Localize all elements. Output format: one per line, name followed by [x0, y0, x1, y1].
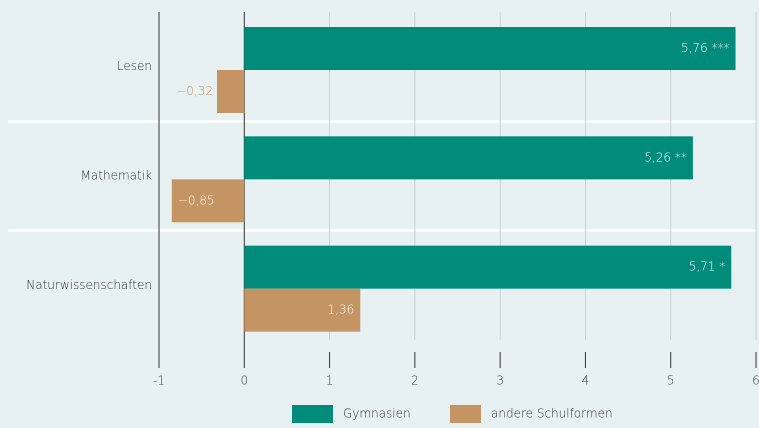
value-label: −0,85	[178, 193, 215, 207]
x-tick-label: 1	[326, 374, 334, 388]
value-label: −0,32	[176, 84, 213, 98]
value-label: 1,36	[328, 303, 355, 317]
x-tick-label: 2	[411, 374, 419, 388]
category-label: Lesen	[117, 59, 152, 73]
x-tick-label: -1	[153, 374, 165, 388]
legend-label: andere Schulformen	[491, 407, 613, 421]
bar	[244, 288, 361, 332]
x-tick-label: 6	[752, 374, 759, 388]
legend-label: Gymnasien	[343, 407, 411, 421]
x-tick-label: 4	[582, 374, 590, 388]
legend-swatch	[450, 405, 481, 423]
value-label: 5,26 **	[644, 150, 687, 164]
x-tick-label: 0	[240, 374, 248, 388]
value-label: 5,71 *	[689, 260, 726, 274]
bar	[244, 245, 732, 289]
bar	[216, 70, 245, 113]
bar	[244, 27, 736, 70]
x-tick-label: 5	[667, 374, 675, 388]
category-label: Mathematik	[81, 169, 152, 183]
x-tick-label: 3	[496, 374, 504, 388]
value-label: 5,76 ***	[681, 41, 730, 55]
category-label: Naturwissenschaften	[26, 278, 152, 292]
bar	[244, 136, 693, 180]
legend-swatch	[292, 405, 333, 423]
bar	[171, 179, 245, 223]
